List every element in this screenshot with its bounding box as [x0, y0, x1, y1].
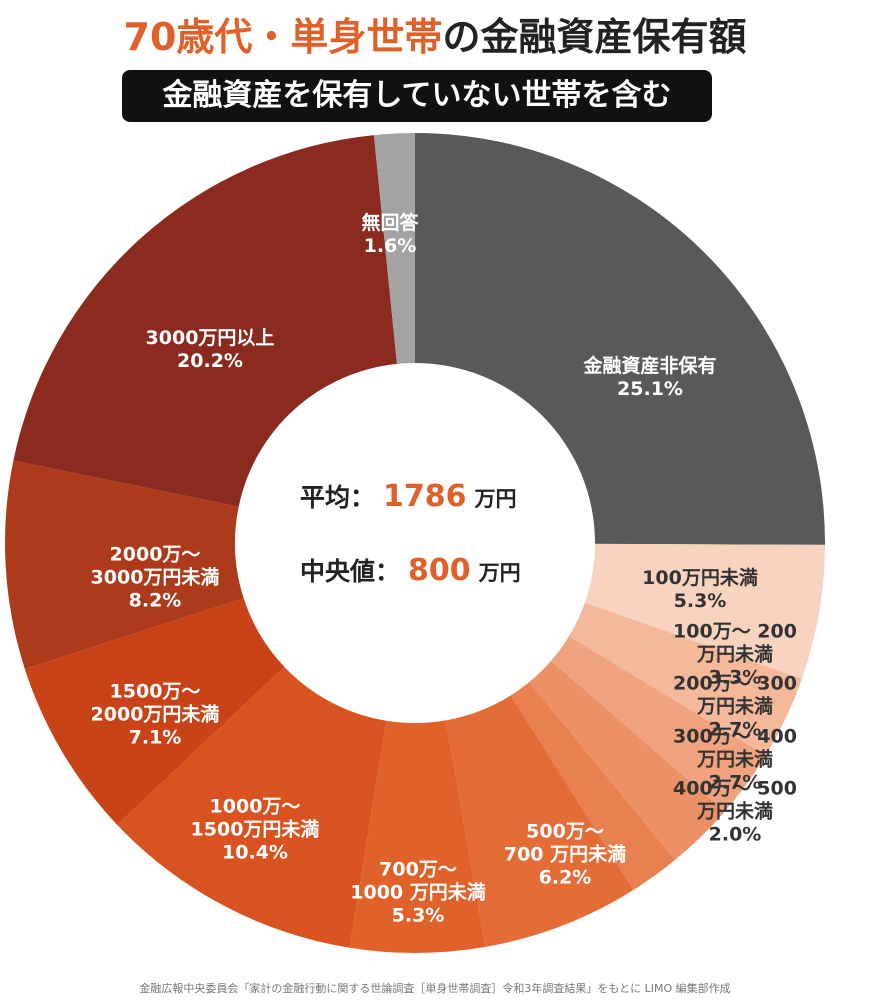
slice [568, 602, 802, 756]
value-label: 2.0% [708, 823, 762, 846]
slice-label: 金融資産非保有 25.1% [583, 355, 716, 401]
value-label: 1.6% [363, 235, 417, 257]
slice [415, 133, 826, 545]
value-label: 2.7% [708, 718, 762, 741]
slice-label: 無回答 1.6% [361, 212, 418, 258]
slice [24, 598, 285, 825]
category-label: 金融資産非保有 [583, 355, 717, 377]
slice [349, 720, 486, 954]
slice-label: 200万～ 300万円未満 2.7% [668, 673, 803, 742]
value-label: 2.7% [708, 771, 762, 794]
value-label: 25.1% [617, 378, 683, 400]
category-label: 400万～ 500万円未満 [673, 777, 797, 823]
category-label: 無回答 [361, 212, 419, 234]
category-label: 200万～ 300万円未満 [673, 672, 797, 718]
slice-label: 700万～ 1000 万円未満 5.3% [350, 859, 486, 928]
category-label: 3000万円以上 [145, 327, 275, 349]
title-highlight: 70歳代・単身世帯 [123, 15, 443, 59]
value-label: 3.3% [708, 666, 762, 689]
subtitle: 金融資産を保有していない世帯を含む [122, 70, 712, 122]
category-label: 1000万～ 1500万円未満 [190, 795, 320, 841]
category-label: 500万～ 700 万円未満 [503, 820, 627, 866]
slice-label: 300万～ 400万円未満 2.7% [668, 726, 803, 795]
slice-label: 100万円未満 5.3% [642, 567, 758, 613]
mean: 平均： 1786 万円 [300, 478, 517, 514]
median-value: 800 [408, 553, 471, 588]
mean-value: 1786 [383, 479, 467, 514]
median-label: 中央値： [300, 557, 401, 586]
value-label: 20.2% [177, 350, 243, 372]
slice-label: 400万～ 500万円未満 2.0% [668, 778, 803, 847]
value-label: 6.2% [538, 866, 592, 889]
category-label: 100万～ 200万円未満 [673, 620, 797, 666]
slice [373, 133, 415, 364]
slice-label: 2000万～ 3000万円未満 8.2% [91, 544, 220, 613]
category-label: 700万～ 1000 万円未満 [350, 858, 486, 904]
unit: 万円 [474, 487, 517, 511]
slice-label: 1000万～ 1500万円未満 10.4% [191, 796, 320, 865]
slice [4, 460, 244, 669]
value-label: 8.2% [128, 589, 182, 612]
mean-label: 平均： [300, 483, 376, 512]
category-label: 100万円未満 [642, 567, 758, 589]
slice [551, 636, 766, 812]
value-label: 7.1% [128, 726, 182, 749]
chart-title: 70歳代・単身世帯の金融資産保有額 [0, 6, 870, 61]
slice [13, 135, 397, 507]
value-label: 10.4% [222, 841, 288, 864]
slice [445, 695, 634, 947]
slice-label: 500万～ 700 万円未満 6.2% [504, 821, 626, 890]
source: 金融広報中央委員会「家計の金融行動に関する世論調査［単身世帯調査］令和3年調査結… [139, 982, 731, 995]
category-label: 1500万～ 2000万円未満 [90, 680, 220, 726]
median: 中央値： 800 万円 [300, 552, 521, 588]
slice [584, 543, 825, 679]
value-label: 5.3% [391, 904, 445, 927]
slice-label: 1500万～ 2000万円未満 7.1% [91, 681, 220, 750]
title-rest: の金融資産保有額 [442, 15, 747, 59]
slice-label: 3000万円以上 20.2% [146, 327, 275, 373]
slice [117, 666, 387, 948]
category-label: 2000万～ 3000万円未満 [90, 543, 220, 589]
slice [529, 660, 725, 860]
unit: 万円 [478, 561, 521, 585]
value-label: 5.3% [673, 590, 727, 612]
slice [510, 682, 676, 890]
slice-label: 100万～ 200万円未満 3.3% [668, 621, 803, 690]
category-label: 300万～ 400万円未満 [673, 725, 797, 771]
